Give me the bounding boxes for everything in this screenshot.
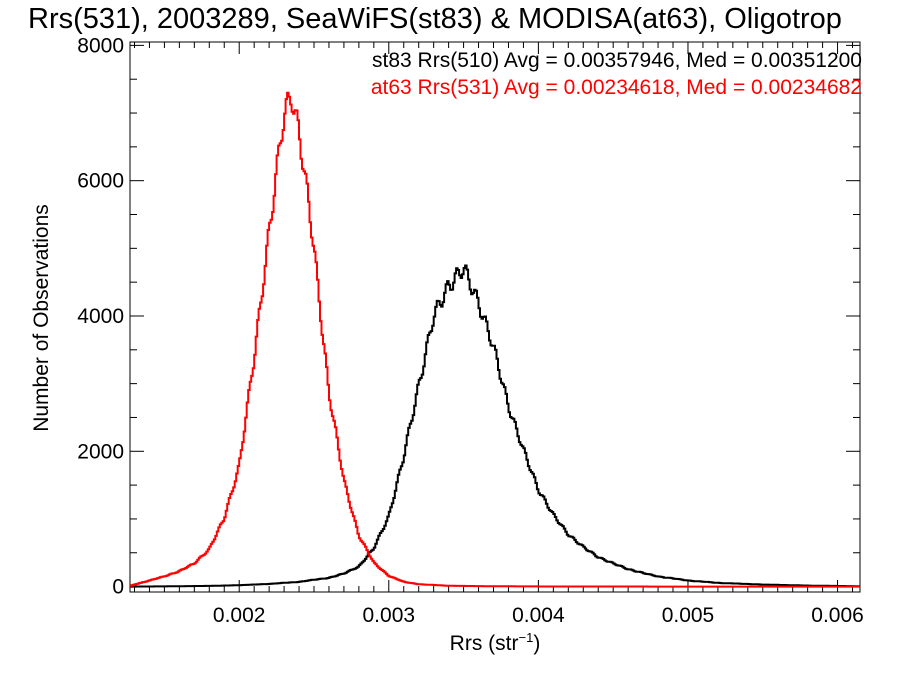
- x-axis-label: Rrs (str−1): [449, 630, 541, 655]
- chart-title: Rrs(531), 2003289, SeaWiFS(st83) & MODIS…: [28, 3, 842, 35]
- x-tick-label: 0.004: [512, 604, 565, 627]
- series-at63-line: [130, 91, 860, 588]
- plot-frame: [129, 41, 861, 593]
- y-tick-label: 4000: [77, 305, 124, 328]
- y-tick-label: 6000: [77, 170, 124, 193]
- x-tick-label: 0.003: [363, 604, 416, 627]
- legend-entry-st83: st83 Rrs(510) Avg = 0.00357946, Med = 0.…: [372, 49, 862, 72]
- x-tick-label: 0.006: [811, 604, 864, 627]
- x-tick-label: 0.002: [213, 604, 266, 627]
- series-st83-line: [130, 264, 860, 588]
- y-tick-label: 2000: [77, 440, 124, 463]
- y-axis-label: Number of Observations: [30, 204, 53, 432]
- legend-entry-at63: at63 Rrs(531) Avg = 0.00234618, Med = 0.…: [370, 76, 862, 99]
- x-tick-label: 0.005: [662, 604, 715, 627]
- y-tick-label: 0: [112, 576, 124, 599]
- y-tick-label: 8000: [77, 34, 124, 57]
